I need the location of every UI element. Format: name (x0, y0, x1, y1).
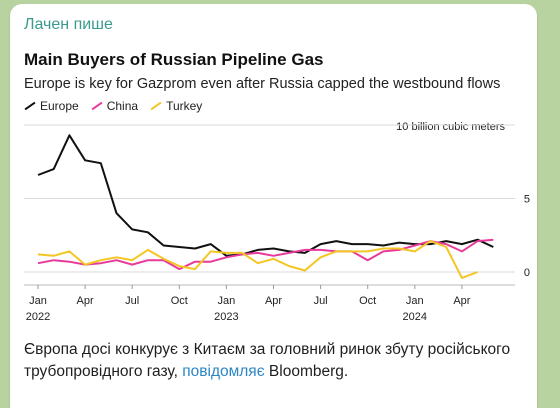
legend-item-europe: Europe (24, 99, 79, 113)
chart-subtitle: Europe is key for Gazprom even after Rus… (24, 76, 501, 92)
caption-source: Bloomberg. (264, 363, 349, 380)
x-year-label: 2024 (403, 311, 427, 323)
chart-legend: Europe China Turkey (24, 98, 202, 114)
x-tick-label: Apr (453, 295, 470, 307)
series-line-europe (37, 134, 494, 257)
legend-item-turkey: Turkey (150, 99, 202, 113)
chart-title: Main Buyers of Russian Pipeline Gas (24, 50, 324, 69)
x-tick-label: Jan (218, 295, 236, 307)
x-tick-label: Apr (265, 295, 282, 307)
y-tick-label: 0 (524, 267, 530, 279)
x-tick-label: Apr (77, 295, 94, 307)
x-tick-label: Jan (29, 295, 47, 307)
series-line-china (37, 238, 494, 271)
message-caption: Європа досі конкурує з Китаєм за головни… (24, 339, 524, 383)
unit-label: 10 billion cubic meters (396, 121, 505, 133)
x-tick-label: Oct (359, 295, 376, 307)
x-tick-label: Jan (406, 295, 424, 307)
legend-item-china: China (91, 99, 138, 113)
line-chart: 10 billion cubic meters 0 5 Jan Apr Jul Oct Jan… (24, 121, 530, 323)
y-tick-label: 5 (524, 194, 530, 206)
sender-name[interactable]: Лачен пише (24, 16, 113, 33)
x-tick-label: Oct (171, 295, 188, 307)
x-year-label: 2023 (214, 311, 238, 323)
x-tick-label: Jul (125, 295, 139, 307)
legend-label-europe: Europe (40, 99, 79, 113)
legend-label-china: China (106, 99, 139, 113)
series-line-turkey (37, 240, 478, 279)
legend-label-turkey: Turkey (166, 99, 203, 113)
x-year-label: 2022 (26, 311, 50, 323)
caption-text: Європа досі конкурує з Китаєм за головни… (24, 341, 511, 380)
message-bubble: Лачен пише Main Buyers of Russian Pipeli… (10, 4, 537, 408)
x-tick-label: Jul (314, 295, 328, 307)
caption-link[interactable]: повідомляє (182, 363, 265, 380)
